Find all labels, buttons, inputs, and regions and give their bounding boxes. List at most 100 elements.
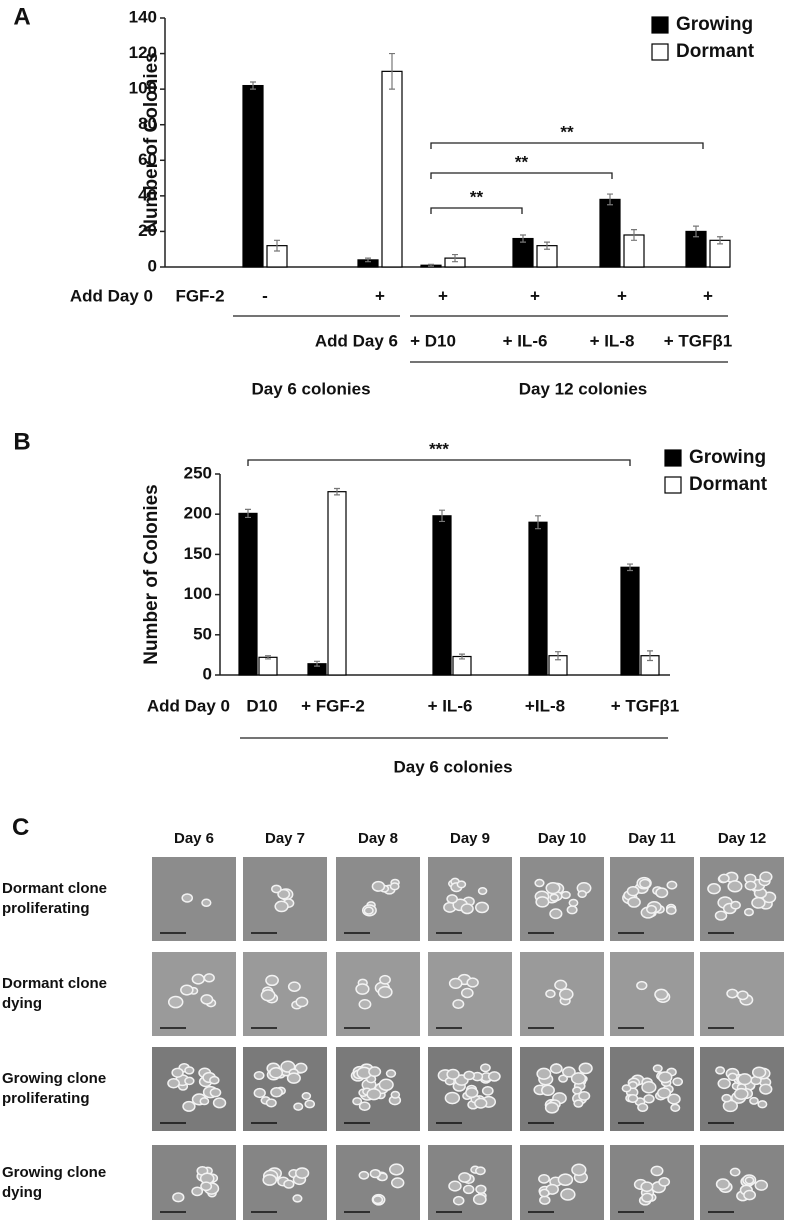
y-tick-label: 150 <box>184 544 212 563</box>
micrograph <box>520 952 604 1036</box>
y-tick-label: 100 <box>184 584 212 603</box>
y-axis-label: Number of Colonies <box>141 484 162 665</box>
panel-label: B <box>13 428 30 455</box>
legend-label: Growing <box>689 447 766 468</box>
error-bar <box>365 257 371 263</box>
panel-label: A <box>13 3 30 30</box>
cells <box>528 878 592 934</box>
significance-label: ** <box>560 122 574 141</box>
cells <box>344 1163 405 1213</box>
column-header: Day 6 <box>173 830 215 847</box>
charts: A Number of Colonies 0 20 40 60 80 100 120 140 Gro… <box>13 3 768 776</box>
y-tick-label: 50 <box>193 624 212 643</box>
x-tick-label: + <box>617 286 627 305</box>
x-tick-label: + D10 <box>410 331 456 350</box>
error-bar <box>631 229 637 241</box>
micrograph <box>152 1145 236 1220</box>
x-tick-label: + <box>375 286 385 305</box>
cells <box>618 1064 684 1124</box>
error-bar <box>245 508 251 519</box>
error-bar <box>627 563 633 572</box>
micrograph <box>243 1145 327 1220</box>
cells <box>344 1063 402 1124</box>
y-tick-label: 40 <box>138 185 157 204</box>
micrograph <box>336 952 420 1036</box>
x-tick-label: D10 <box>246 696 277 715</box>
micrograph <box>243 1047 327 1131</box>
significance-bracket <box>247 459 631 466</box>
y-tick-label: 0 <box>148 256 157 275</box>
cells <box>436 973 479 1029</box>
column-header: Day 12 <box>717 830 767 847</box>
error-bar <box>544 241 550 250</box>
bar <box>599 198 621 268</box>
micrograph <box>520 1047 604 1131</box>
y-tick-label: 0 <box>203 664 212 683</box>
significance-label: *** <box>429 439 449 458</box>
x-tick-label: + TGFβ1 <box>611 696 679 715</box>
y-tick-label: 100 <box>129 79 157 98</box>
row-label: Add Day 6 <box>315 331 398 350</box>
error-bar <box>265 655 271 660</box>
legend-label: Dormant <box>689 474 768 495</box>
micrograph <box>243 952 327 1036</box>
x-tick-label: +IL-8 <box>525 696 565 715</box>
micrograph <box>520 1145 604 1220</box>
cells <box>160 973 217 1029</box>
column-header: Day 9 <box>449 830 491 847</box>
panel-label: C <box>12 814 30 841</box>
bar <box>512 237 534 268</box>
micrograph <box>700 1145 784 1220</box>
micrograph <box>428 1145 512 1220</box>
bar <box>327 491 347 676</box>
cells <box>708 1167 769 1213</box>
y-tick-label: 250 <box>184 463 212 482</box>
row-label: Dormant clone proliferating <box>2 880 108 917</box>
x-tick-label: + <box>438 286 448 305</box>
micrograph <box>152 952 236 1036</box>
micrograph <box>610 952 694 1036</box>
cells <box>344 878 400 934</box>
error-bar <box>555 651 561 661</box>
significance-bracket <box>430 207 523 214</box>
error-bar <box>535 515 541 530</box>
x-tick-label: + IL-6 <box>503 331 548 350</box>
micrograph <box>610 1145 694 1220</box>
row-label: Add Day 0 <box>147 696 230 715</box>
row-label: Growing clone dying <box>2 1163 107 1201</box>
micrograph <box>700 1047 784 1131</box>
cells <box>344 974 393 1029</box>
x-tick-label: + IL-8 <box>590 331 635 350</box>
cells <box>251 884 295 934</box>
error-bar <box>428 263 434 267</box>
error-bar <box>647 650 653 662</box>
legend-swatch <box>651 43 669 61</box>
bar <box>620 566 640 676</box>
micrograph <box>610 1047 694 1131</box>
cells <box>160 893 212 934</box>
legend-swatch <box>664 449 682 467</box>
x-tick-label: + IL-6 <box>428 696 473 715</box>
micrograph <box>520 857 604 941</box>
group-label: Day 6 colonies <box>251 379 370 398</box>
bar <box>381 70 403 268</box>
bar <box>242 84 264 268</box>
x-tick-label: + TGFβ1 <box>664 331 732 350</box>
micrograph <box>336 1145 420 1220</box>
bar <box>258 656 278 676</box>
cells <box>528 1062 593 1124</box>
cells <box>160 1165 220 1213</box>
group-label: Day 6 colonies <box>393 757 512 776</box>
row-label: Dormant clone dying <box>2 975 108 1012</box>
y-tick-label: 80 <box>138 114 157 133</box>
row-label: Add Day 0 <box>70 286 153 305</box>
error-bar <box>314 660 320 667</box>
micrograph <box>700 952 784 1036</box>
micrograph <box>700 857 784 941</box>
y-tick-label: 20 <box>138 221 157 240</box>
cells <box>618 876 678 934</box>
y-tick-label: 200 <box>184 504 212 523</box>
bar <box>432 515 452 676</box>
legend-label: Growing <box>676 14 753 35</box>
y-tick-label: 60 <box>138 150 157 169</box>
